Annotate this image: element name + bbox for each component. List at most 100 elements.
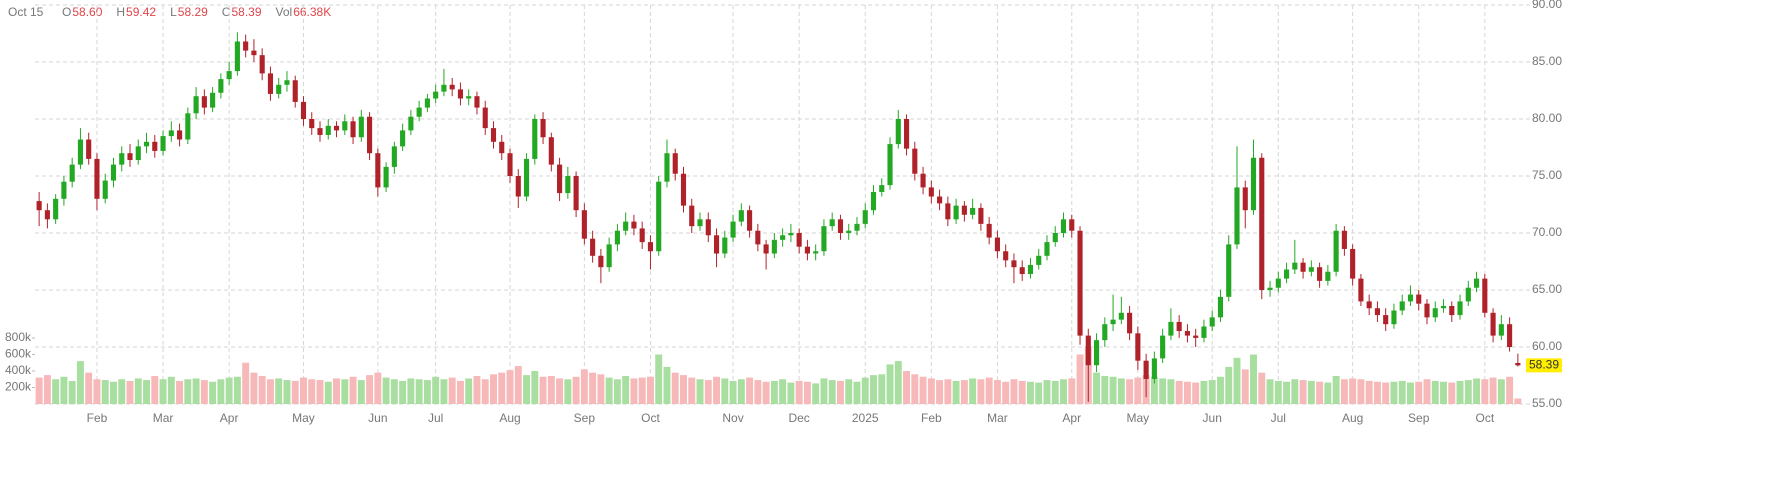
candle-body xyxy=(333,125,340,131)
volume-bar xyxy=(200,380,208,404)
volume-bar xyxy=(737,379,745,404)
volume-bar xyxy=(349,376,357,404)
candle-body xyxy=(689,205,695,227)
candle-body xyxy=(903,119,910,149)
candle-body xyxy=(1044,242,1050,256)
candle-body xyxy=(540,119,546,138)
candle-body xyxy=(1507,324,1513,347)
candle-body xyxy=(1292,262,1298,270)
volume-bar xyxy=(1448,382,1456,404)
volume-bar xyxy=(911,374,919,404)
candle-body xyxy=(837,219,844,233)
volume-bar xyxy=(1010,379,1018,404)
volume-bar xyxy=(1167,379,1175,404)
candle-body xyxy=(713,235,720,254)
volume-bar xyxy=(1208,380,1216,404)
volume-bar xyxy=(465,378,473,404)
volume-bar xyxy=(746,377,754,404)
volume-bar xyxy=(927,378,935,404)
candle-body xyxy=(44,210,50,220)
candle-body xyxy=(267,73,274,94)
volume-bar xyxy=(308,379,316,404)
candle-body xyxy=(664,153,670,182)
volume-bar xyxy=(754,380,762,404)
candle-body xyxy=(1093,340,1100,366)
volume-bar xyxy=(1060,379,1067,404)
header-date: Oct 15 xyxy=(8,5,44,19)
candle-body xyxy=(821,226,827,252)
candle-body xyxy=(1052,233,1058,243)
volume-bar xyxy=(770,380,778,404)
volume-bar xyxy=(498,372,506,404)
candle-body xyxy=(457,89,464,99)
volume-bar xyxy=(134,378,142,404)
volume-bar xyxy=(861,377,869,404)
volume-bar xyxy=(1316,381,1324,404)
volume-bar xyxy=(1357,379,1365,404)
candle-body xyxy=(1069,219,1075,231)
candle-body xyxy=(1366,301,1372,309)
candle-body xyxy=(1011,260,1017,268)
volume-bar xyxy=(919,376,927,404)
candle-body xyxy=(1350,248,1356,279)
candle-body xyxy=(1077,230,1083,336)
volume-bar xyxy=(382,377,390,404)
candle-body xyxy=(1226,244,1232,297)
volume-bar xyxy=(936,380,944,404)
candle-body xyxy=(127,153,133,161)
volume-bar xyxy=(167,376,175,404)
candle-body xyxy=(342,121,348,131)
candle-body xyxy=(656,181,662,252)
x-tick-label: Nov xyxy=(722,411,743,425)
candle-body xyxy=(251,50,257,56)
candle-body xyxy=(160,136,166,151)
volume-bar xyxy=(1365,380,1373,404)
candle-body xyxy=(730,221,736,238)
volume-bar xyxy=(76,361,84,404)
volume-bar xyxy=(547,375,555,404)
header-label: Vol xyxy=(276,5,293,19)
volume-bar xyxy=(696,379,704,404)
volume-bar xyxy=(432,376,440,404)
volume-bar xyxy=(1415,381,1423,404)
candle-body xyxy=(1259,157,1265,290)
volume-bar xyxy=(613,379,621,404)
volume-bar xyxy=(258,375,266,404)
volume-bar xyxy=(1332,375,1340,404)
candle-body xyxy=(879,185,885,192)
candle-body xyxy=(1184,331,1190,336)
volume-bar xyxy=(242,362,250,404)
candle-body xyxy=(499,141,505,154)
volume-bar xyxy=(93,379,101,404)
candle-body xyxy=(961,205,967,215)
candle-body xyxy=(755,230,761,245)
candle-body xyxy=(557,164,563,194)
candle-body xyxy=(1275,278,1281,288)
volume-bar xyxy=(903,371,911,404)
candle-body xyxy=(119,153,125,165)
volume-bar xyxy=(1043,380,1051,404)
candle-body xyxy=(1151,358,1157,379)
candle-body xyxy=(1118,312,1124,320)
x-tick-label: May xyxy=(1127,411,1150,425)
volume-bar xyxy=(795,380,803,404)
candle-body xyxy=(1135,333,1141,361)
volume-bar xyxy=(151,375,159,404)
candle-body xyxy=(1457,301,1463,316)
volume-bar xyxy=(985,377,993,404)
candle-body xyxy=(986,223,992,238)
candle-body xyxy=(1019,267,1025,275)
volume-bar xyxy=(1324,382,1332,404)
volume-bar xyxy=(1481,379,1489,404)
candle-body xyxy=(110,164,117,181)
volume-bar xyxy=(721,378,729,404)
volume-bar xyxy=(663,366,671,404)
candle-body xyxy=(1160,335,1166,359)
candle-body xyxy=(515,176,521,197)
volume-bar xyxy=(473,375,481,404)
candle-body xyxy=(317,128,323,135)
volume-bar xyxy=(283,380,291,404)
volume-bar xyxy=(1283,381,1291,404)
volume-bar xyxy=(589,372,597,404)
